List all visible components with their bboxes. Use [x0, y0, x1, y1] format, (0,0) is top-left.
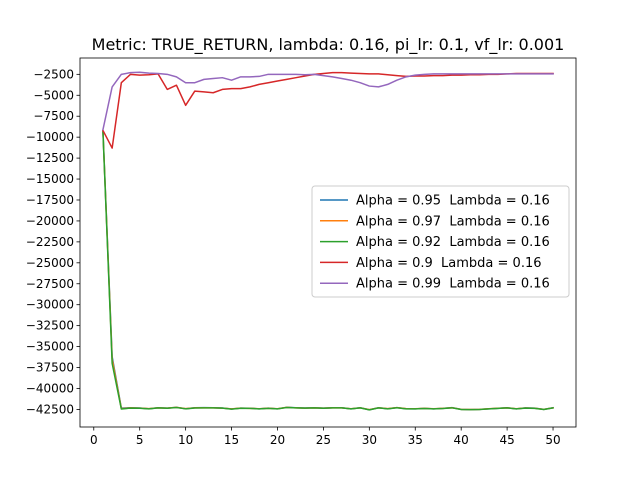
legend-label-4: Alpha = 0.99 Lambda = 0.16 — [356, 277, 550, 292]
legend-box — [311, 185, 570, 298]
y-tick-label: −5000 — [33, 88, 74, 102]
legend-label-3: Alpha = 0.9 Lambda = 0.16 — [356, 256, 542, 271]
x-tick-label: 0 — [90, 433, 98, 447]
y-tick-label: −15000 — [26, 172, 74, 186]
chart-title: Metric: TRUE_RETURN, lambda: 0.16, pi_lr… — [92, 35, 565, 55]
x-tick-label: 50 — [545, 433, 560, 447]
y-tick-label: −32500 — [26, 319, 74, 333]
series-line-4 — [102, 71, 554, 131]
y-tick-label: −7500 — [33, 109, 74, 123]
y-tick-label: −40000 — [26, 381, 74, 395]
y-tick-label: −25000 — [26, 256, 74, 270]
x-tick-label: 20 — [270, 433, 285, 447]
x-tick-label: 30 — [362, 433, 377, 447]
x-tick-label: 10 — [178, 433, 193, 447]
y-tick-label: −20000 — [26, 214, 74, 228]
x-tick-label: 35 — [408, 433, 423, 447]
series-line-2 — [102, 131, 554, 411]
legend-label-1: Alpha = 0.97 Lambda = 0.16 — [356, 214, 550, 229]
y-tick-label: −22500 — [26, 235, 74, 249]
series-line-3 — [101, 71, 554, 149]
legend-label-2: Alpha = 0.92 Lambda = 0.16 — [356, 235, 550, 250]
y-tick-label: −17500 — [26, 193, 74, 207]
y-tick-label: −27500 — [26, 277, 74, 291]
y-tick-label: −42500 — [26, 402, 74, 416]
y-tick-label: −2500 — [33, 67, 74, 81]
legend: Alpha = 0.95 Lambda = 0.16 Alpha = 0.97 L… — [311, 185, 570, 298]
y-tick-label: −12500 — [26, 151, 74, 165]
legend-label-0: Alpha = 0.95 Lambda = 0.16 — [356, 194, 550, 209]
y-tick-label: −30000 — [26, 298, 74, 312]
x-tick-label: 45 — [499, 433, 514, 447]
x-tick-label: 40 — [454, 433, 469, 447]
plot-area: 0 5 10 15 20 25 30 35 40 45 50 −42500 −40000 −37500 −3… — [26, 57, 577, 447]
x-tick-label: 5 — [136, 433, 144, 447]
y-tick-label: −35000 — [26, 340, 74, 354]
y-tick-label: −10000 — [26, 130, 74, 144]
x-tick-label: 15 — [224, 433, 239, 447]
y-tick-label: −37500 — [26, 361, 74, 375]
axes-frame — [79, 57, 577, 428]
x-tick-label: 25 — [316, 433, 331, 447]
